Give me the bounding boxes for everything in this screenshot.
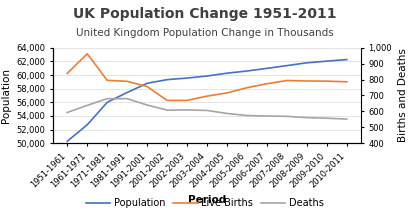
Deaths [124,97,129,100]
Live Births [244,86,249,89]
Population [324,60,328,62]
Population [284,64,289,67]
Live Births [144,85,149,88]
Deaths [324,117,328,120]
Live Births [204,95,209,97]
Population [184,77,189,79]
Live Births [224,92,229,94]
Live Births [324,80,328,82]
Population [224,72,229,74]
Deaths [104,97,109,100]
Population [144,82,149,85]
Legend: Population, Live Births, Deaths: Population, Live Births, Deaths [82,194,327,212]
Line: Live Births: Live Births [67,54,346,100]
Deaths [244,114,249,117]
Deaths [85,104,90,107]
Population [264,67,269,70]
Live Births [344,81,348,83]
X-axis label: Period: Period [187,195,226,205]
Population [65,140,70,143]
Deaths [144,104,149,106]
Population [204,75,209,77]
Live Births [304,80,309,82]
Population [124,91,129,94]
Deaths [224,112,229,115]
Population [244,70,249,72]
Deaths [284,115,289,118]
Deaths [264,115,269,117]
Y-axis label: Births and Deaths: Births and Deaths [397,49,407,142]
Live Births [85,53,90,55]
Text: UK Population Change 1951-2011: UK Population Change 1951-2011 [73,7,336,21]
Live Births [264,82,269,85]
Live Births [184,99,189,102]
Population [85,123,90,126]
Deaths [184,109,189,111]
Population [164,78,169,81]
Y-axis label: Population: Population [1,68,11,123]
Population [304,61,309,64]
Live Births [65,72,70,75]
Text: United Kingdom Population Change in Thousands: United Kingdom Population Change in Thou… [76,28,333,38]
Live Births [164,99,169,102]
Line: Deaths: Deaths [67,99,346,119]
Population [104,101,109,104]
Population [344,58,348,61]
Deaths [65,111,70,114]
Deaths [204,109,209,112]
Deaths [164,109,169,111]
Live Births [104,79,109,82]
Live Births [284,79,289,82]
Live Births [124,80,129,83]
Deaths [344,118,348,120]
Line: Population: Population [67,60,346,141]
Deaths [304,116,309,119]
